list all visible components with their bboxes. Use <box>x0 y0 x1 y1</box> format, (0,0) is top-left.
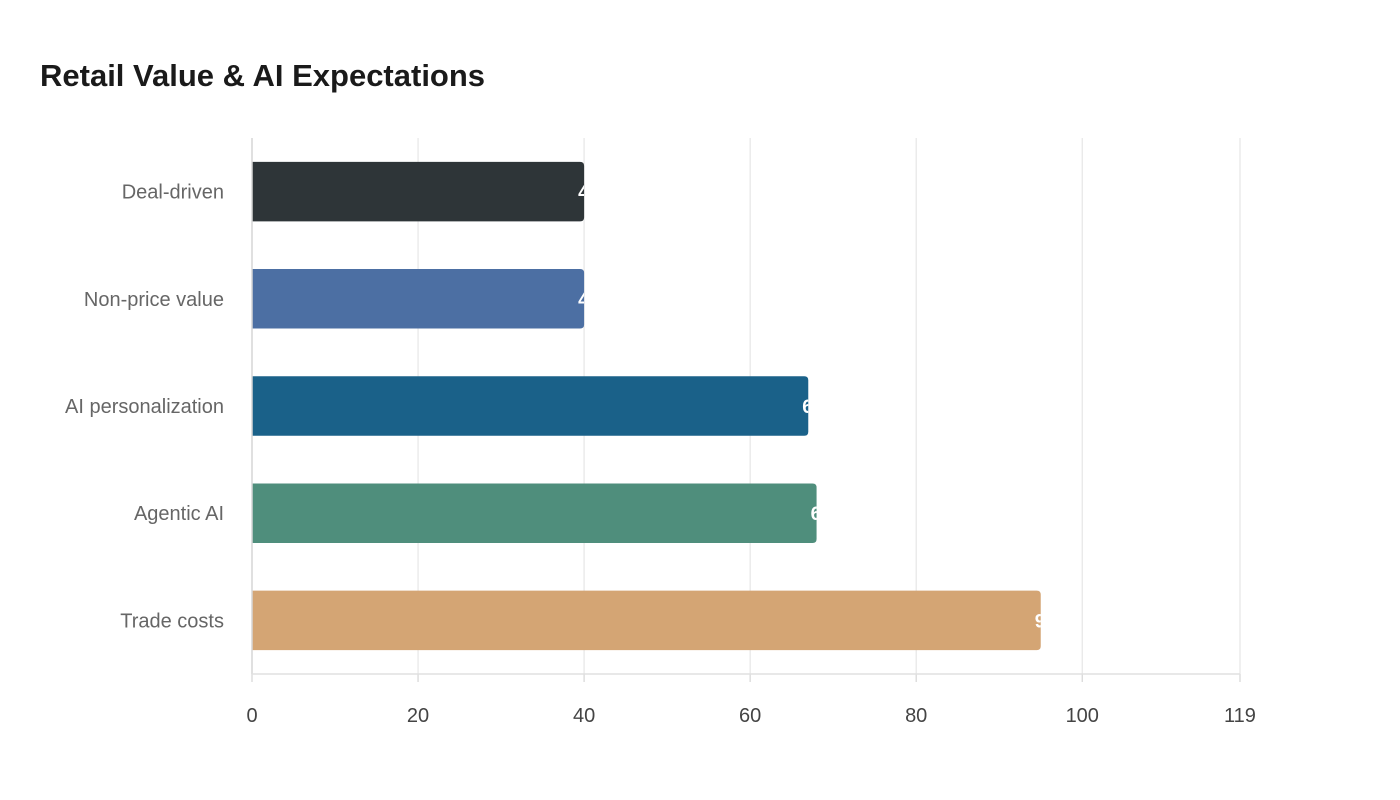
data-label: 40 <box>578 183 599 204</box>
axes: 0 20 40 60 80 100 119 <box>246 138 1256 727</box>
bar <box>252 483 817 543</box>
x-tick-label: 100 <box>1066 705 1099 727</box>
labels: Deal-driven 40 Non-price value 40 AI persona… <box>65 182 1057 633</box>
category-label: Deal-driven <box>122 182 224 204</box>
x-tick-label: 80 <box>905 705 927 727</box>
x-tick-label: 40 <box>573 705 595 727</box>
category-label: Trade costs <box>120 610 224 632</box>
x-tick-label: 119 <box>1224 705 1256 727</box>
data-label: 95 <box>1035 611 1057 632</box>
category-label: Non-price value <box>84 289 224 311</box>
category-label: Agentic AI <box>134 503 224 525</box>
x-tick-label: 0 <box>246 705 257 727</box>
chart-title: Retail Value & AI Expectations <box>40 58 486 93</box>
x-tick-label: 60 <box>739 705 761 727</box>
category-label: AI personalization <box>65 396 224 418</box>
x-tick-label: 20 <box>407 705 429 727</box>
bar <box>252 376 809 436</box>
data-label: 67 <box>802 397 823 418</box>
bar <box>252 590 1041 651</box>
data-label: 40 <box>578 290 599 311</box>
bar <box>252 269 585 329</box>
bar <box>252 161 585 222</box>
data-label: 68 <box>811 504 832 525</box>
bars <box>252 161 1041 651</box>
